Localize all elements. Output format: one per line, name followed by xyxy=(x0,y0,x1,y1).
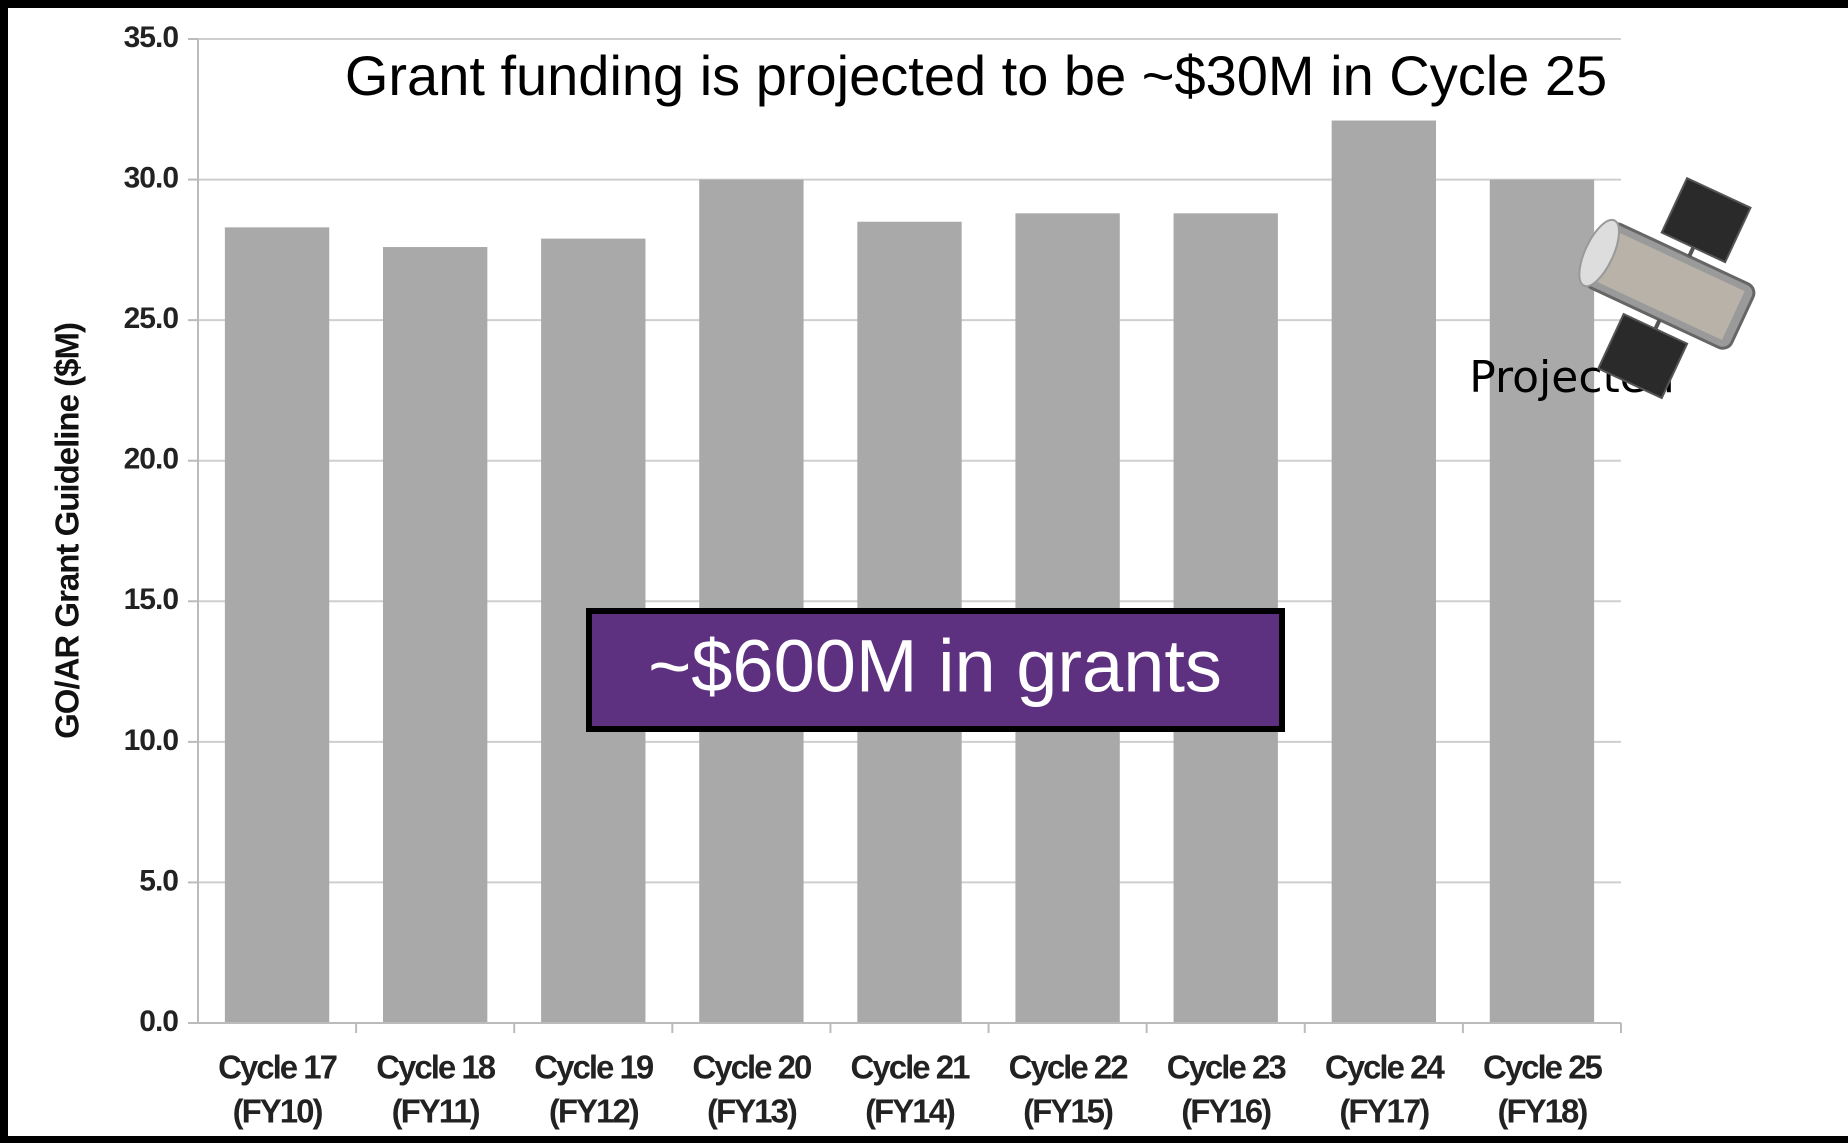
y-tick-label: 30.0 xyxy=(124,161,179,194)
chart-title: Grant funding is projected to be ~$30M i… xyxy=(345,44,1607,107)
y-tick-label: 0.0 xyxy=(139,1005,178,1038)
x-tick-sublabel: (FY10) xyxy=(233,1093,323,1130)
y-axis-label: GO/AR Grant Guideline ($M) xyxy=(49,323,86,739)
bar xyxy=(1489,179,1595,1024)
x-tick-label: Cycle 24 xyxy=(1325,1049,1446,1086)
x-tick-label: Cycle 17 xyxy=(218,1049,337,1086)
x-tick-sublabel: (FY18) xyxy=(1498,1093,1588,1130)
axes: 0.0 5.0 10.0 15.0 20.0 25.0 30.0 35.0 Cycle 17 (F… xyxy=(124,21,1622,1130)
x-tick-label: Cycle 25 xyxy=(1483,1049,1603,1086)
x-tick-sublabel: (FY14) xyxy=(865,1093,955,1130)
x-tick-label: Cycle 22 xyxy=(1009,1049,1129,1086)
annotation-box xyxy=(586,608,1285,732)
x-tick-sublabel: (FY13) xyxy=(707,1093,797,1130)
bar xyxy=(382,247,488,1023)
y-tick-label: 10.0 xyxy=(124,724,179,757)
x-tick-label: Cycle 18 xyxy=(376,1049,496,1086)
y-tick-label: 20.0 xyxy=(124,443,179,476)
x-tick-sublabel: (FY11) xyxy=(392,1093,480,1130)
x-tick-sublabel: (FY16) xyxy=(1181,1093,1271,1130)
bar xyxy=(224,227,330,1023)
x-tick-sublabel: (FY17) xyxy=(1339,1093,1429,1130)
telescope-icon xyxy=(1578,176,1756,400)
bars xyxy=(224,120,1595,1024)
x-tick-label: Cycle 23 xyxy=(1167,1049,1287,1086)
x-tick-sublabel: (FY12) xyxy=(549,1093,639,1130)
x-tick-label: Cycle 20 xyxy=(692,1049,811,1086)
bar xyxy=(1331,120,1437,1023)
y-tick-label: 35.0 xyxy=(124,21,179,54)
y-tick-label: 5.0 xyxy=(139,864,178,897)
x-tick-sublabel: (FY15) xyxy=(1023,1093,1113,1130)
x-tick-label: Cycle 19 xyxy=(534,1049,654,1086)
bar xyxy=(699,179,804,1024)
y-tick-label: 15.0 xyxy=(124,583,179,616)
x-tick-label: Cycle 21 xyxy=(851,1049,971,1086)
annotation-total: ~$600M in grants xyxy=(648,625,1222,708)
y-tick-label: 25.0 xyxy=(124,302,179,335)
